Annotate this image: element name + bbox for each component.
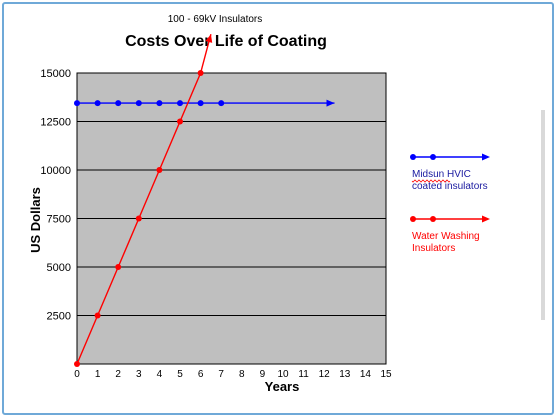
data-point [197,100,204,107]
data-point [156,167,163,173]
series-layer [74,34,335,367]
x-tick-label: 1 [95,369,101,380]
legend-marker [410,216,416,222]
y-tick-label: 10000 [40,165,71,177]
spellcheck-underline [411,179,451,183]
data-point [135,215,142,222]
y-tick-label: 2500 [47,311,71,323]
x-tick-label: 2 [115,369,121,380]
x-tick-label: 3 [136,369,142,380]
legend-marker [430,154,436,160]
arrow-head [482,153,490,161]
legend-label: Water Washing [412,231,480,242]
x-tick-label: 9 [260,369,266,380]
legend-label: Insulators [412,243,455,254]
series-line [76,34,212,365]
x-axis-ticks: 0 1 2 3 4 5 6 7 8 9 10 11 12 13 14 15 [74,369,392,380]
y-tick-label: 7500 [47,214,71,226]
legend-label: Midsun HVIC [412,169,471,180]
y-tick-label: 15000 [40,68,71,80]
arrow-head [205,34,213,43]
x-tick-label: 13 [339,369,351,380]
y-axis-ticks: 2500 5000 7500 10000 12500 15000 [40,68,71,323]
x-tick-label: 5 [177,369,183,380]
data-point [115,264,122,270]
x-axis-label: Years [265,379,300,394]
data-point [94,312,101,319]
y-tick-label: 12500 [40,117,71,129]
x-tick-label: 8 [239,369,245,380]
data-point [177,100,183,107]
data-point [74,361,80,367]
x-tick-label: 14 [360,369,372,380]
y-axis-label: US Dollars [28,187,43,253]
legend-marker [410,154,416,160]
gridlines [77,121,386,316]
y-tick-label: 5000 [47,262,71,274]
x-tick-label: 10 [277,369,289,380]
data-point [218,100,225,107]
arrow-head [326,99,335,107]
data-point [135,100,142,107]
x-tick-label: 0 [74,369,80,380]
x-tick-label: 4 [157,369,163,380]
arrow-head [482,215,490,223]
x-tick-label: 6 [198,369,204,380]
chart-supertitle: 100 - 69kV Insulators [168,14,263,25]
data-point [197,70,204,76]
data-point [74,100,80,107]
data-point [156,100,163,107]
x-tick-label: 12 [319,369,331,380]
x-tick-label: 11 [298,369,309,380]
data-point [94,100,101,107]
data-point [115,100,122,107]
chart-title: Costs Over Life of Coating [125,33,327,50]
data-point [177,118,183,125]
x-tick-label: 15 [380,369,392,380]
legend-label: coated insulators [412,181,488,192]
x-tick-label: 7 [218,369,224,380]
legend-marker [430,216,436,222]
frame-edge-shadow [541,110,545,320]
